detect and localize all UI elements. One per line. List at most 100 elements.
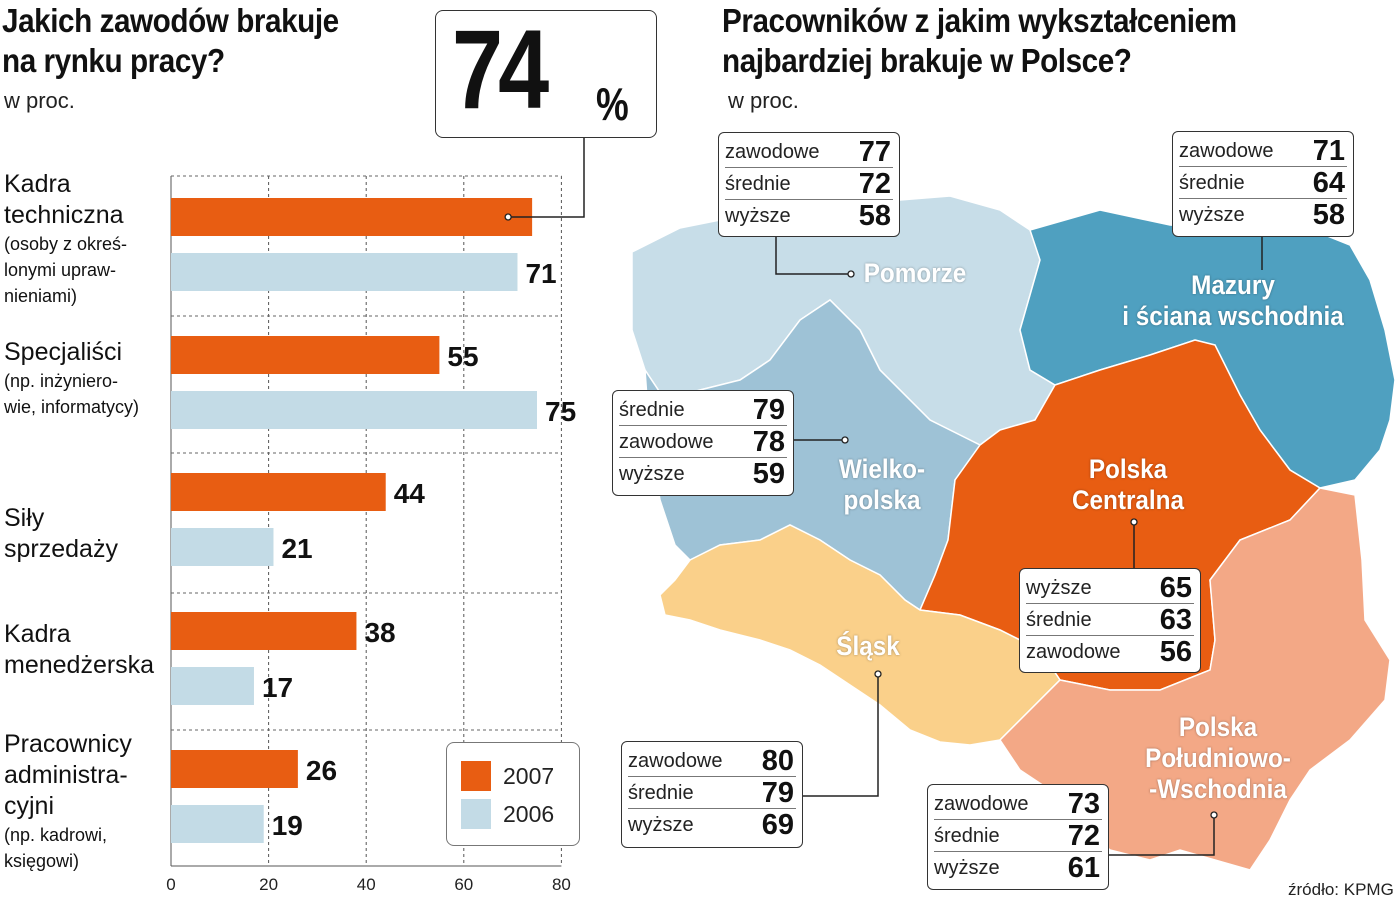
category-name-line: Specjaliści [4, 338, 123, 366]
category-note-line: (np. kadrowi, [4, 825, 108, 845]
highlight-value: 74 [452, 7, 549, 132]
row-label: średnie [934, 825, 1000, 847]
region-label-pomorze: Pomorze [864, 258, 967, 289]
region-poludniowo-shape [999, 487, 1391, 871]
table-row: wyższe 58 [1179, 199, 1347, 231]
leader-dot [841, 436, 849, 444]
row-label: zawodowe [1026, 641, 1121, 663]
region-label-wielkopolska: Wielko- polska [828, 454, 936, 516]
row-value: 78 [752, 426, 785, 458]
region-name-line: Polska [1088, 454, 1168, 484]
x-tick-label: 60 [454, 875, 473, 894]
bar-2006 [171, 667, 254, 705]
bar-2007 [171, 473, 386, 511]
table-row: zawodowe 56 [1026, 636, 1194, 668]
leader-dot [1130, 518, 1138, 526]
row-value: 63 [1159, 604, 1192, 636]
bar-value-label-2006: 71 [525, 258, 556, 289]
table-row: zawodowe 80 [628, 745, 796, 777]
category-name-line: administra- [4, 761, 128, 789]
bar-value-label-2006: 19 [272, 810, 303, 841]
legend-swatch-2007 [461, 761, 491, 791]
row-value: 80 [761, 745, 794, 777]
table-row: wyższe 65 [1026, 572, 1194, 604]
right-subtitle: w proc. [728, 88, 799, 113]
row-label: zawodowe [628, 750, 723, 772]
row-value: 72 [1067, 820, 1100, 852]
bar-2006 [171, 805, 264, 843]
region-label-slask: Śląsk [832, 631, 904, 662]
leader-poludniowo [1109, 816, 1215, 856]
row-label: wyższe [1026, 577, 1092, 599]
table-row: wyższe 58 [725, 200, 893, 232]
map-leader-lines [775, 236, 1263, 856]
region-table-centralna: wyższe 65 średnie 63 zawodowe 56 [1019, 568, 1201, 673]
source-note: źródło: KPMG [1288, 880, 1394, 899]
x-tick-label: 40 [357, 875, 376, 894]
leader-dot [847, 270, 855, 278]
bar-value-label-2007: 38 [364, 617, 395, 648]
row-value: 79 [752, 394, 785, 426]
row-label: zawodowe [725, 141, 820, 163]
legend-label-2007: 2007 [503, 763, 555, 789]
x-tick-label: 20 [259, 875, 278, 894]
bar-2006 [171, 391, 537, 429]
region-table-wielkopolska: średnie 79 zawodowe 78 wyższe 59 [612, 390, 794, 496]
left-title-line1: Jakich zawodów brakuje [2, 2, 339, 39]
table-row: wyższe 59 [619, 458, 787, 490]
category-label-technical: Kadra techniczna (osoby z okreś- lonymi … [4, 169, 127, 309]
right-title-line1: Pracowników z jakim wykształceniem [722, 2, 1237, 39]
region-name-line: Pomorze [863, 258, 967, 288]
bar-value-label-2007: 26 [306, 755, 337, 786]
leader-slask [802, 676, 879, 797]
category-note-line: lonymi upraw- [4, 260, 117, 280]
left-subtitle: w proc. [4, 88, 75, 113]
region-name-line: Polska [1178, 712, 1258, 742]
row-label: średnie [619, 399, 685, 421]
category-name-line: menedżerska [4, 651, 155, 679]
category-note-line: (np. inżyniero- [4, 371, 119, 391]
row-value: 72 [858, 168, 891, 200]
category-label-admin: Pracownicy administra- cyjni (np. kadrow… [4, 729, 132, 874]
category-name-line: Kadra [4, 620, 71, 648]
table-row: zawodowe 73 [934, 788, 1102, 820]
category-label-sales: Siły sprzedaży [4, 503, 118, 565]
region-table-poludniowo: zawodowe 73 średnie 72 wyższe 61 [927, 784, 1109, 890]
region-name-line: polska [843, 485, 921, 515]
highlight-box: 74 % [435, 7, 657, 138]
row-value: 56 [1159, 636, 1192, 668]
row-value: 73 [1067, 788, 1100, 820]
category-name-line: cyjni [4, 792, 55, 820]
category-note-line: nieniami) [4, 286, 78, 306]
legend-swatch-2006 [461, 799, 491, 829]
region-name-line: Śląsk [836, 631, 900, 661]
bar-value-label-2006: 75 [545, 396, 576, 427]
region-name-line: Południowo- [1145, 743, 1291, 773]
row-label: wyższe [628, 814, 694, 836]
category-note-line: (osoby z okreś- [4, 234, 128, 254]
highlight-connector-dot [504, 213, 512, 221]
row-label: wyższe [725, 205, 791, 227]
bar-2006 [171, 253, 518, 291]
bar-value-label-2007: 44 [394, 478, 426, 509]
region-label-mazury: Mazury i ściana wschodnia [1112, 270, 1355, 332]
region-name-line: i ściana wschodnia [1122, 301, 1344, 331]
region-name-line: Mazury [1191, 270, 1275, 300]
row-label: średnie [725, 173, 791, 195]
category-label-specialists: Specjaliści (np. inżyniero- wie, informa… [4, 337, 139, 420]
bar-2007 [171, 198, 533, 236]
row-value: 71 [1312, 135, 1345, 167]
region-name-line: Centralna [1071, 485, 1185, 515]
category-label-management: Kadra menedżerska [4, 619, 154, 681]
row-value: 65 [1159, 572, 1192, 604]
row-value: 58 [1312, 199, 1345, 231]
highlight-connector [508, 138, 585, 218]
category-note-line: księgowi) [4, 851, 80, 871]
region-table-pomorze: zawodowe 77 średnie 72 wyższe 58 [718, 132, 900, 237]
region-table-mazury: zawodowe 71 średnie 64 wyższe 58 [1172, 131, 1354, 237]
row-label: zawodowe [934, 793, 1029, 815]
table-row: wyższe 61 [934, 852, 1102, 884]
row-label: średnie [1179, 172, 1245, 194]
row-label: wyższe [934, 857, 1000, 879]
